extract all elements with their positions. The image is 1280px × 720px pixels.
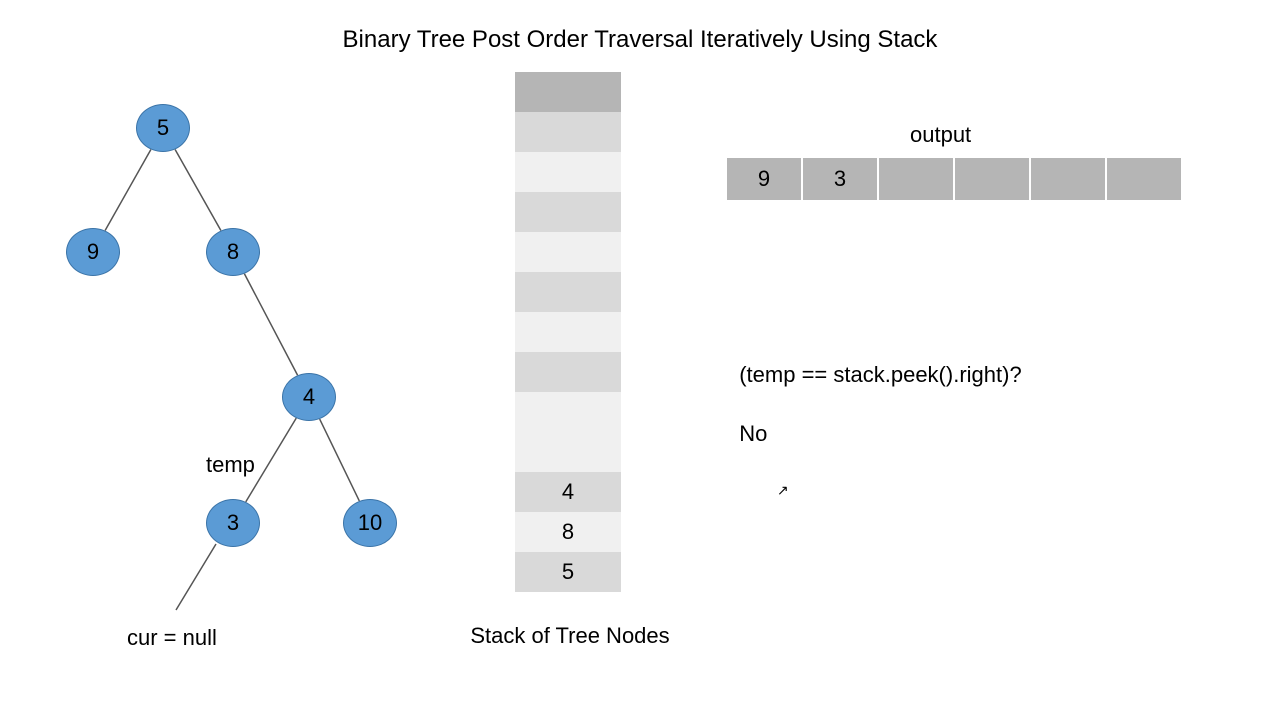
tree-node-4: 4 — [282, 373, 336, 421]
tree-edges — [0, 0, 1280, 720]
output-cell — [1107, 158, 1181, 200]
tree-node-5: 5 — [136, 104, 190, 152]
output-cell — [1031, 158, 1105, 200]
tree-node-9: 9 — [66, 228, 120, 276]
tree-node-3: 3 — [206, 499, 260, 547]
stack-cell: 5 — [515, 552, 621, 592]
tree-edge — [175, 149, 221, 230]
output-array: 93 — [727, 158, 1181, 200]
stack-of-nodes: 485 — [515, 72, 621, 592]
stack-cell: 4 — [515, 472, 621, 512]
cursor-icon: ↖ — [777, 482, 789, 499]
tree-edge — [320, 419, 360, 501]
stack-cell — [515, 112, 621, 152]
stack-cell — [515, 352, 621, 392]
stack-cell: 8 — [515, 512, 621, 552]
output-cell: 3 — [803, 158, 877, 200]
output-label: output — [910, 122, 971, 148]
tree-label: cur = null — [127, 625, 217, 651]
output-cell — [879, 158, 953, 200]
tree-node-10: 10 — [343, 499, 397, 547]
tree-node-8: 8 — [206, 228, 260, 276]
condition-text: (temp == stack.peek().right)? No — [727, 330, 1022, 449]
stack-caption: Stack of Tree Nodes — [440, 623, 700, 649]
stack-cell — [515, 312, 621, 352]
stack-cell — [515, 432, 621, 472]
output-cell: 9 — [727, 158, 801, 200]
tree-edge — [244, 274, 297, 375]
stack-cell — [515, 72, 621, 112]
tree-edge — [176, 544, 216, 610]
tree-label: temp — [206, 452, 255, 478]
stack-cell — [515, 192, 621, 232]
tree-edge — [105, 149, 151, 230]
stack-cell — [515, 392, 621, 432]
stack-cell — [515, 152, 621, 192]
stack-cell — [515, 272, 621, 312]
output-cell — [955, 158, 1029, 200]
page-title: Binary Tree Post Order Traversal Iterati… — [0, 26, 1280, 54]
condition-line-2: No — [739, 421, 767, 446]
condition-line-1: (temp == stack.peek().right)? — [739, 362, 1021, 387]
stack-cell — [515, 232, 621, 272]
